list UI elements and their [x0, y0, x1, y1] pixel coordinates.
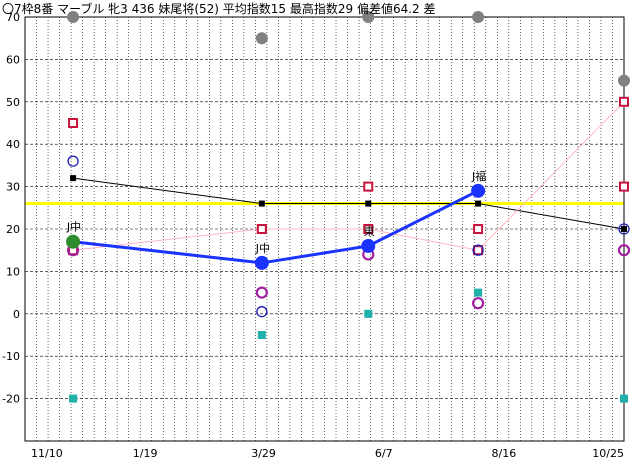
- y-tick-label: 50: [6, 96, 20, 109]
- y-tick-label: 60: [6, 53, 20, 66]
- marker-index: [471, 183, 486, 198]
- marker-index: [66, 234, 81, 249]
- x-tick-label: 6/7: [375, 447, 393, 460]
- x-tick-label: 1/19: [133, 447, 158, 460]
- y-tick-label: 30: [6, 181, 20, 194]
- marker-teal: [620, 394, 628, 403]
- marker-blue-open: [67, 155, 79, 167]
- y-tick-label: 40: [6, 138, 20, 151]
- chart-title: 〇7枠8番 マーブル 牝3 436 妹尾将(52) 平均指数15 最高指数29 …: [2, 2, 436, 16]
- marker-index: [361, 238, 376, 253]
- marker-black: [475, 200, 482, 207]
- marker-black: [365, 200, 372, 207]
- marker-pink: [619, 96, 629, 107]
- marker-black: [621, 226, 627, 232]
- marker-black: [70, 175, 77, 182]
- marker-teal: [257, 331, 266, 339]
- marker-index: [254, 255, 269, 270]
- marker-pink: [363, 224, 374, 234]
- race-label: J中: [66, 221, 81, 234]
- marker-red-squares: [256, 224, 267, 234]
- race-labels: J中 J中 東 J福: [66, 169, 486, 255]
- y-tick-label: 70: [6, 11, 20, 24]
- marker-gray: [472, 11, 485, 23]
- marker-blue-open: [618, 223, 630, 235]
- series-line-index: [72, 189, 479, 265]
- marker-red-squares: [363, 181, 374, 192]
- marker-purple: [472, 297, 485, 310]
- marker-blue-open: [472, 244, 484, 256]
- y-tick-label: 20: [6, 223, 20, 236]
- series-markers: [66, 11, 631, 403]
- x-tick-label: 11/10: [31, 447, 63, 460]
- marker-gray: [362, 11, 375, 23]
- y-tick-label: 0: [13, 308, 20, 321]
- marker-purple: [617, 244, 631, 257]
- y-tick-label: -10: [2, 350, 20, 363]
- marker-red-squares: [68, 118, 79, 128]
- y-axis-ticks: 70 60 50 40 30 20 10 0 -10 -20: [2, 11, 20, 406]
- marker-gray: [67, 11, 80, 23]
- x-axis-ticks: 11/10 1/19 3/29 6/7 8/16 10/25: [31, 447, 624, 460]
- race-label: 東: [364, 225, 375, 238]
- marker-black: [258, 200, 265, 207]
- marker-gray: [255, 32, 268, 45]
- marker-teal: [69, 394, 78, 403]
- x-tick-label: 3/29: [251, 447, 276, 460]
- race-label: J中: [255, 242, 270, 255]
- marker-teal: [474, 288, 483, 297]
- marker-purple: [255, 286, 268, 299]
- marker-teal: [364, 309, 373, 318]
- race-label: J福: [471, 169, 486, 183]
- marker-red-squares: [619, 181, 629, 192]
- x-tick-label: 10/25: [592, 447, 624, 460]
- marker-red-squares: [473, 224, 484, 234]
- x-tick-label: 8/16: [492, 447, 517, 460]
- y-tick-label: 10: [6, 265, 20, 278]
- marker-gray: [618, 74, 630, 87]
- y-tick-label: -20: [2, 393, 20, 406]
- marker-pink: [473, 245, 484, 256]
- marker-blue-open: [256, 306, 268, 318]
